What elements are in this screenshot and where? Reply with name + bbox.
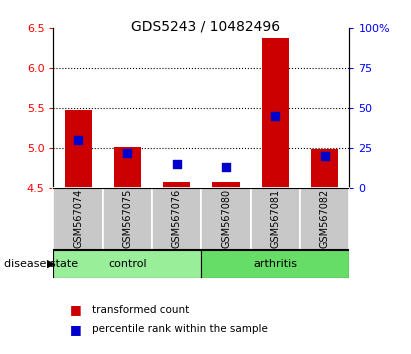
Point — [272, 113, 279, 119]
Text: ▶: ▶ — [47, 259, 56, 269]
Bar — [201, 250, 349, 278]
Point — [321, 153, 328, 159]
Point — [173, 161, 180, 167]
Text: control: control — [108, 259, 147, 269]
Text: arthritis: arthritis — [253, 259, 298, 269]
Text: ■: ■ — [70, 323, 82, 336]
Bar — [251, 188, 300, 250]
Point — [75, 137, 81, 143]
Point — [223, 164, 229, 170]
Text: GSM567081: GSM567081 — [270, 189, 280, 248]
Text: percentile rank within the sample: percentile rank within the sample — [92, 324, 268, 334]
Bar — [300, 188, 349, 250]
Text: GDS5243 / 10482496: GDS5243 / 10482496 — [131, 19, 280, 34]
Text: GSM567082: GSM567082 — [320, 189, 330, 248]
Bar — [163, 182, 190, 188]
Text: GSM567075: GSM567075 — [122, 189, 132, 248]
Bar — [103, 188, 152, 250]
Bar — [53, 188, 103, 250]
Text: GSM567074: GSM567074 — [73, 189, 83, 248]
Bar — [152, 188, 201, 250]
Bar — [212, 182, 240, 188]
Point — [124, 150, 131, 155]
Text: GSM567076: GSM567076 — [172, 189, 182, 248]
Bar — [114, 147, 141, 188]
Bar — [201, 188, 251, 250]
Text: ■: ■ — [70, 303, 82, 316]
Text: transformed count: transformed count — [92, 305, 190, 315]
Text: GSM567080: GSM567080 — [221, 189, 231, 248]
Bar — [65, 110, 92, 188]
Bar — [262, 38, 289, 188]
Text: disease state: disease state — [4, 259, 78, 269]
Bar — [311, 149, 338, 188]
Bar — [53, 250, 201, 278]
